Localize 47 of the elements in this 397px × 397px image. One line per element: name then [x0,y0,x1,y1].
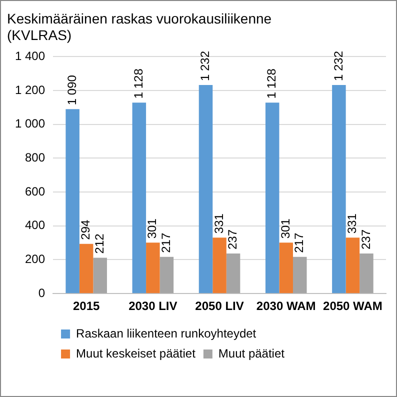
x-tick-label: 2030 WAM [256,299,316,314]
data-label: 301 [145,218,160,239]
bar [279,242,293,294]
bar [226,253,240,294]
bar [346,238,360,294]
data-label: 217 [292,232,306,253]
data-label: 1 232 [198,50,212,82]
bar [160,256,174,294]
bar [332,85,346,294]
data-label: 331 [345,213,360,234]
y-tick-label: 600 [25,184,46,198]
y-tick-label: 1 400 [15,48,46,63]
x-tick-label: 2015 [72,299,100,314]
legend-label: Muut keskeiset päätiet [76,346,196,360]
data-label: 331 [212,213,226,234]
y-tick-label: 800 [25,150,46,164]
bar [146,242,160,294]
x-tick-label: 2030 LIV [128,299,178,314]
bar [79,244,94,294]
legend-label: Raskaan liikenteen runkoyhteydet [76,326,257,340]
data-label: 1 128 [264,68,279,99]
y-tick-label: 1 200 [15,82,46,97]
data-label: 294 [78,219,93,240]
data-label: 1 232 [331,50,346,82]
bar [66,109,80,294]
bar [360,253,374,294]
data-label: 1 128 [131,68,146,99]
y-tick-label: 200 [25,252,46,266]
chart-title: Keskimääräinen raskas vuorokausiliikenne (KVLRAS) [7,10,272,44]
data-label: 217 [158,232,173,253]
y-tick-label: 400 [25,218,46,232]
bar [292,256,307,294]
data-label: 237 [358,229,373,250]
bar [93,258,107,294]
x-tick-label: 2050 WAM [323,299,382,314]
bar [198,85,213,294]
bar [265,102,280,294]
data-label: 1 090 [64,74,79,106]
data-label: 212 [92,233,106,254]
legend-label: Muut päätiet [218,346,286,360]
y-tick-label: 1 000 [15,116,46,131]
x-tick-label: 2050 LIV [195,299,244,314]
y-tick-label: 0 [38,286,46,300]
data-label: 301 [278,218,292,239]
bar [212,238,226,294]
bar [132,102,146,294]
data-label: 237 [226,229,240,250]
